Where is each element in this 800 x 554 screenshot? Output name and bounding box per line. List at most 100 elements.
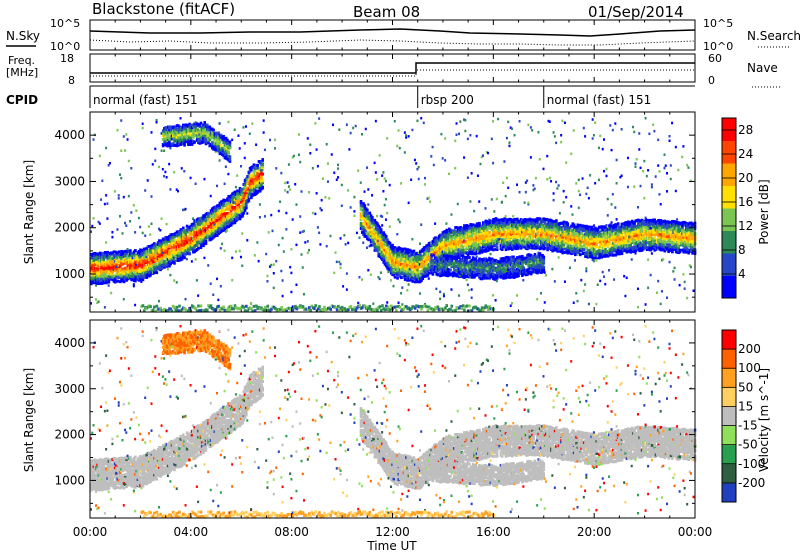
power-pixel xyxy=(388,183,391,187)
power-pixel xyxy=(299,304,302,308)
power-pixel xyxy=(198,131,201,135)
power-pixel xyxy=(211,230,214,234)
power-pixel xyxy=(146,179,149,182)
power-pixel xyxy=(392,248,395,252)
power-pixel xyxy=(183,242,186,246)
power-pixel xyxy=(105,194,108,197)
power-pixel xyxy=(405,266,408,270)
power-pixel xyxy=(150,195,153,198)
power-pixel xyxy=(516,239,519,243)
power-pixel xyxy=(227,201,230,205)
power-pixel xyxy=(232,307,236,311)
power-pixel xyxy=(221,307,224,311)
power-pixel xyxy=(192,135,195,139)
power-pixel xyxy=(163,241,166,245)
power-pixel xyxy=(358,236,361,239)
power-pixel xyxy=(217,298,220,302)
power-pixel xyxy=(315,148,318,151)
power-pixel xyxy=(413,265,417,269)
power-pixel xyxy=(363,204,367,208)
power-pixel xyxy=(261,158,265,162)
power-pixel xyxy=(223,182,226,186)
power-pixel xyxy=(211,218,213,221)
power-pixel xyxy=(222,135,225,139)
power-pixel xyxy=(166,258,169,261)
power-pixel xyxy=(175,253,179,257)
power-pixel xyxy=(303,292,306,296)
power-pixel xyxy=(231,205,234,209)
power-pixel xyxy=(403,259,407,263)
power-pixel xyxy=(509,304,512,308)
power-pixel xyxy=(170,245,174,249)
power-pixel xyxy=(466,137,469,141)
power-pixel xyxy=(382,189,385,193)
power-pixel xyxy=(415,162,418,165)
power-pixel xyxy=(270,307,273,311)
power-pixel xyxy=(490,245,494,249)
power-pixel xyxy=(382,231,386,235)
power-pixel xyxy=(139,255,142,259)
power-pixel xyxy=(189,231,193,235)
power-pixel xyxy=(129,276,132,280)
power-pixel xyxy=(463,118,466,121)
power-pixel xyxy=(369,243,373,247)
power-pixel xyxy=(151,163,154,166)
power-pixel xyxy=(510,127,513,130)
power-pixel xyxy=(105,241,108,244)
power-pixel xyxy=(169,130,173,134)
power-pixel xyxy=(146,273,150,277)
power-scatter xyxy=(90,116,697,313)
power-pixel xyxy=(386,238,389,242)
power-pixel xyxy=(418,255,422,259)
power-pixel xyxy=(473,271,476,275)
power-pixel xyxy=(416,119,419,123)
power-pixel xyxy=(199,304,203,308)
power-pixel xyxy=(405,274,408,278)
power-pixel xyxy=(445,222,448,225)
power-pixel xyxy=(173,256,176,260)
power-pixel xyxy=(107,164,110,167)
power-pixel xyxy=(236,189,239,193)
power-pixel xyxy=(255,143,258,146)
power-pixel xyxy=(218,149,222,153)
power-pixel xyxy=(160,255,164,259)
power-pixel xyxy=(113,260,116,263)
power-pixel xyxy=(211,130,214,134)
power-pixel xyxy=(115,265,118,268)
power-pixel xyxy=(311,166,314,170)
power-pixel xyxy=(131,271,135,275)
power-pixel xyxy=(147,270,151,274)
power-pixel xyxy=(505,176,508,180)
power-pixel xyxy=(460,306,464,310)
beam-title: Beam 08 xyxy=(353,3,420,21)
power-pixel xyxy=(213,227,217,231)
power-pixel xyxy=(226,229,229,232)
power-pixel xyxy=(366,246,369,249)
power-pixel xyxy=(369,214,373,218)
power-pixel xyxy=(228,146,231,150)
power-pixel xyxy=(243,186,246,189)
power-pixel xyxy=(488,230,491,234)
power-pixel xyxy=(421,273,425,277)
power-pixel xyxy=(418,263,421,266)
power-pixel xyxy=(150,258,154,262)
power-pixel xyxy=(173,246,176,250)
power-pixel xyxy=(429,247,432,250)
power-pixel xyxy=(229,200,232,204)
power-pixel xyxy=(337,304,340,308)
power-pixel xyxy=(169,262,173,266)
power-pixel xyxy=(224,136,228,140)
power-pixel xyxy=(378,305,382,309)
power-pixel xyxy=(158,252,161,256)
power-pixel xyxy=(459,120,462,123)
power-pixel xyxy=(388,308,392,312)
freq-label-line1: Freq. xyxy=(8,54,35,67)
power-pixel xyxy=(178,129,181,133)
power-pixel xyxy=(373,218,377,222)
power-pixel xyxy=(450,242,454,246)
power-pixel xyxy=(418,292,421,295)
power-pixel xyxy=(461,234,465,238)
power-pixel xyxy=(179,117,182,120)
power-pixel xyxy=(169,128,173,132)
power-pixel xyxy=(360,132,363,136)
